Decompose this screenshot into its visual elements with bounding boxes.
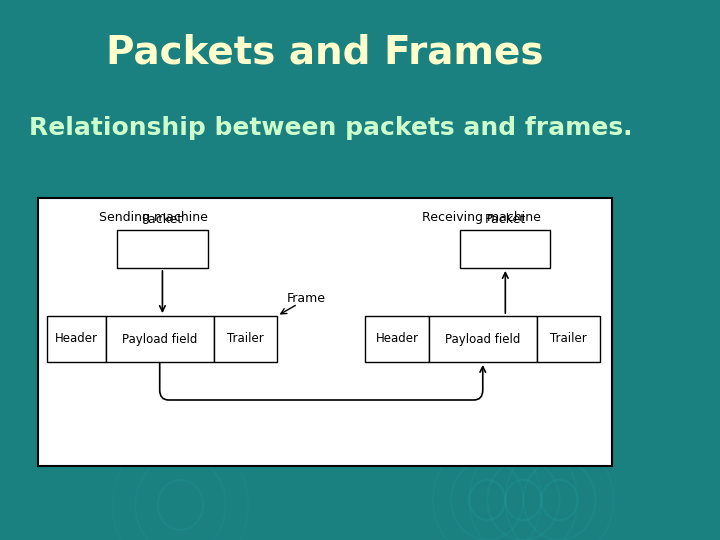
Text: Packet: Packet — [142, 213, 183, 226]
Text: Header: Header — [376, 333, 418, 346]
Text: Payload field: Payload field — [122, 333, 197, 346]
Text: Sending machine: Sending machine — [99, 212, 208, 225]
Bar — [366, 316, 428, 362]
Bar — [38, 198, 612, 466]
Text: Trailer: Trailer — [227, 333, 264, 346]
Bar — [460, 230, 551, 268]
Text: Receiving machine: Receiving machine — [423, 212, 541, 225]
Text: Payload field: Payload field — [445, 333, 521, 346]
Bar — [47, 316, 106, 362]
Bar — [428, 316, 537, 362]
Bar — [537, 316, 600, 362]
Text: Packet: Packet — [485, 213, 526, 226]
Bar — [117, 230, 207, 268]
Text: Relationship between packets and frames.: Relationship between packets and frames. — [29, 116, 632, 140]
Text: Frame: Frame — [287, 292, 326, 305]
Bar — [214, 316, 277, 362]
Text: Trailer: Trailer — [550, 333, 587, 346]
Bar — [106, 316, 214, 362]
Text: Header: Header — [55, 333, 98, 346]
Text: Packets and Frames: Packets and Frames — [106, 33, 544, 71]
